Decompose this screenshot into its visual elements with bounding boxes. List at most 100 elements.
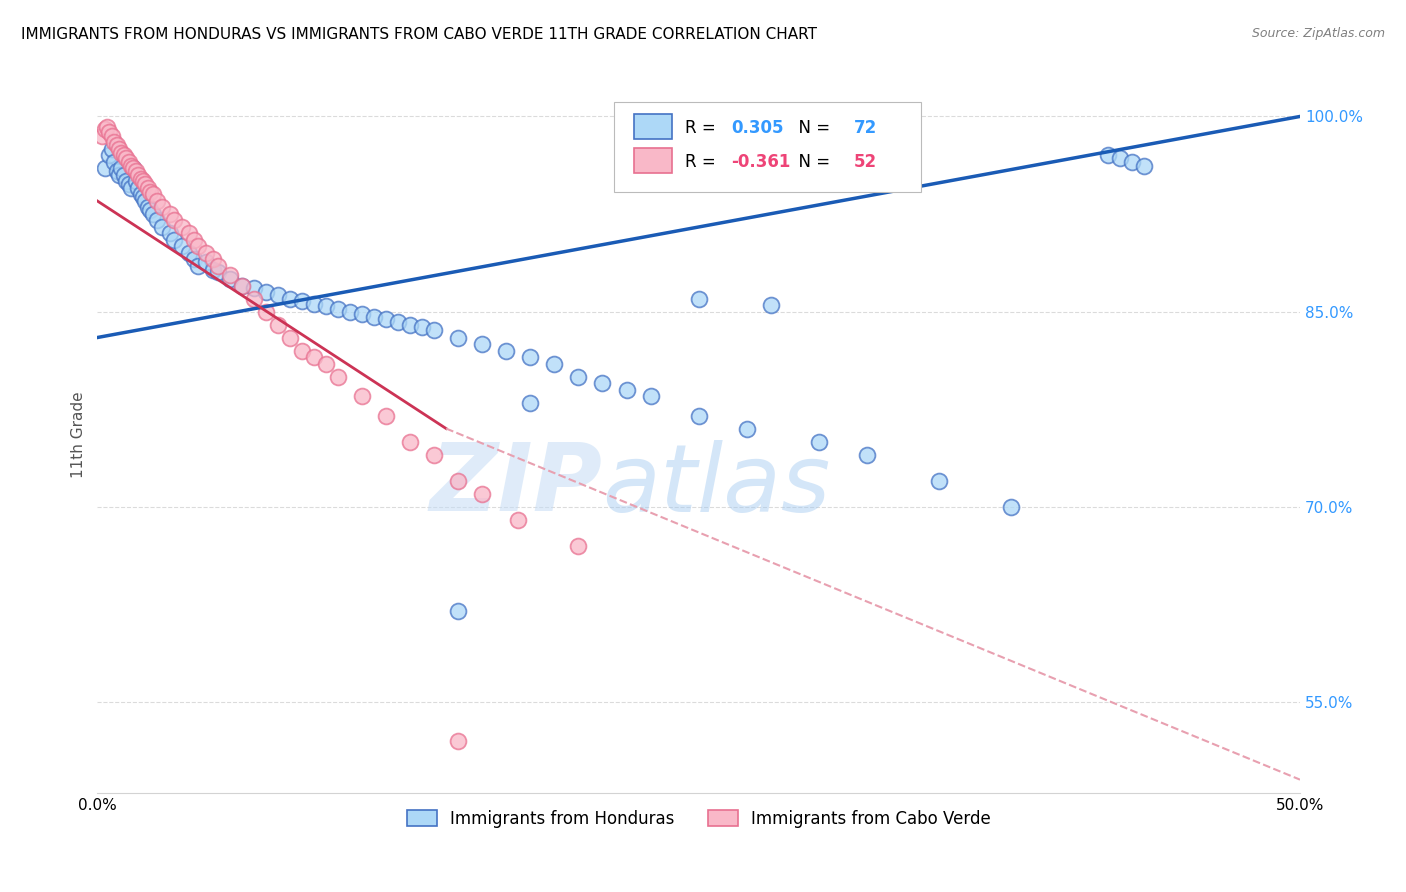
Point [139,203,162,218]
Point [129,172,152,186]
Point [93,122,115,136]
Point [125,164,148,178]
Point [142,187,165,202]
Point [115,151,138,165]
Text: ZIP: ZIP [430,439,603,531]
Text: 72: 72 [853,119,877,136]
Point [136,201,159,215]
Point [302,350,325,364]
Point [339,304,361,318]
Point [423,448,446,462]
Point [93,161,115,176]
Point [201,263,224,277]
Point [96,120,118,134]
Point [103,136,125,150]
Text: atlas: atlas [603,440,831,531]
Point [399,434,422,449]
Point [302,296,325,310]
Point [105,138,128,153]
Point [471,337,494,351]
Point [120,159,142,173]
Text: R =: R = [686,153,721,171]
Point [150,201,173,215]
Text: R =: R = [686,119,721,136]
Text: N =: N = [787,153,835,171]
Point [688,292,710,306]
Point [411,320,433,334]
Point [218,268,240,282]
Point [110,145,132,160]
Point [447,330,470,344]
Point [567,369,589,384]
Point [101,128,124,143]
Point [98,125,121,139]
Point [616,383,638,397]
Point [115,174,138,188]
Point [194,246,217,260]
Point [117,155,139,169]
FancyBboxPatch shape [634,114,672,139]
Point [1108,151,1130,165]
Point [567,539,589,553]
Point [163,233,186,247]
Point [134,194,156,208]
Point [1121,155,1143,169]
Point [127,168,149,182]
Point [495,343,517,358]
Point [267,287,290,301]
Point [146,194,169,208]
Point [170,239,193,253]
Point [363,310,385,324]
Point [423,323,446,337]
Point [105,164,128,178]
Point [326,369,349,384]
Point [447,474,470,488]
Point [201,252,224,267]
Point [159,227,181,241]
Text: N =: N = [787,119,835,136]
Point [183,233,205,247]
Point [640,389,662,403]
Point [132,174,155,188]
Text: Source: ZipAtlas.com: Source: ZipAtlas.com [1251,27,1385,40]
Point [350,389,373,403]
Point [194,255,217,269]
FancyBboxPatch shape [614,103,921,192]
Point [103,155,125,169]
Text: -0.361: -0.361 [731,153,790,171]
Point [187,239,209,253]
Point [218,272,240,286]
Point [122,161,145,176]
Point [1097,148,1119,162]
Point [375,312,398,326]
Text: IMMIGRANTS FROM HONDURAS VS IMMIGRANTS FROM CABO VERDE 11TH GRADE CORRELATION CH: IMMIGRANTS FROM HONDURAS VS IMMIGRANTS F… [21,27,817,42]
Point [129,187,152,202]
Point [142,207,165,221]
Point [127,181,149,195]
Point [134,177,156,191]
Point [399,318,422,332]
Point [242,292,264,306]
Point [207,265,229,279]
Point [375,409,398,423]
Point [447,733,470,747]
Point [207,259,229,273]
Point [146,213,169,227]
Point [508,512,530,526]
Point [387,315,409,329]
Point [519,350,541,364]
Point [187,259,209,273]
Point [122,161,145,176]
Point [163,213,186,227]
Point [315,299,337,313]
Text: 0.305: 0.305 [731,119,783,136]
Point [350,307,373,321]
Point [278,292,301,306]
Point [291,343,314,358]
Point [120,181,142,195]
Point [759,298,782,312]
Point [125,174,148,188]
Point [150,219,173,234]
Legend: Immigrants from Honduras, Immigrants from Cabo Verde: Immigrants from Honduras, Immigrants fro… [399,803,997,834]
Point [447,604,470,618]
